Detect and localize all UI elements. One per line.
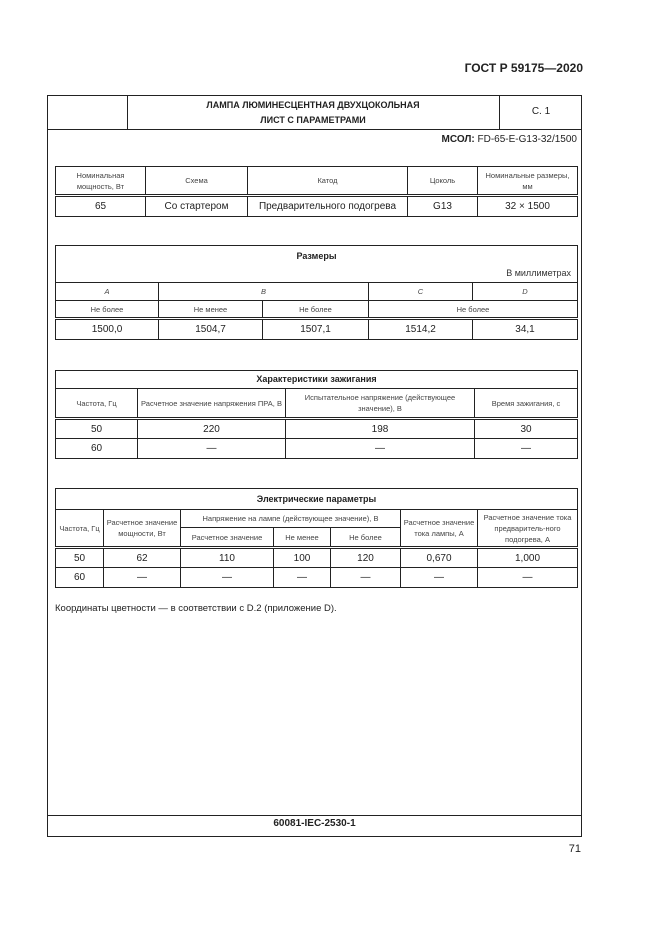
cell: 0,670	[400, 546, 478, 568]
cell: Со стартером	[145, 194, 248, 217]
cell: 1507,1	[262, 317, 369, 340]
table-title: Электрические параметры	[55, 488, 578, 510]
subheader-cell: Не менее	[273, 527, 331, 548]
header-blank-cell	[47, 95, 128, 129]
title-line-1: ЛАМПА ЛЮМИНЕСЦЕНТНАЯ ДВУХЦОКОЛЬНАЯ	[206, 100, 420, 110]
header-cell: Катод	[247, 166, 408, 196]
header-cell: Номинальные размеры, мм	[477, 166, 578, 196]
cell: —	[285, 438, 475, 459]
header-cell: Цоколь	[407, 166, 478, 196]
sheet-title: ЛАМПА ЛЮМИНЕСЦЕНТНАЯ ДВУХЦОКОЛЬНАЯ ЛИСТ С…	[127, 95, 500, 129]
cell: 60	[55, 438, 138, 459]
letter-cell: D	[472, 282, 578, 301]
cell: 120	[330, 546, 401, 568]
cell: —	[473, 438, 579, 459]
cell: —	[180, 567, 274, 588]
cell: —	[477, 567, 578, 588]
cell: —	[273, 567, 331, 588]
cell: —	[103, 567, 181, 588]
cell: 1504,7	[158, 317, 263, 340]
cell: —	[137, 438, 286, 459]
header-cell: Схема	[145, 166, 248, 196]
header-cell: Частота, Гц	[55, 388, 138, 419]
cell: 65	[55, 194, 146, 217]
page-number: 71	[568, 843, 581, 855]
limit-cell: Не менее	[158, 300, 263, 319]
subheader-cell: Не более	[330, 527, 401, 548]
cell: 32 × 1500	[477, 194, 578, 217]
mcol-value: FD-65-E-G13-32/1500	[477, 134, 578, 145]
cell: 220	[137, 417, 286, 439]
header-cell: Напряжение на лампе (действующее значени…	[180, 509, 401, 528]
mcol-designation: МСОЛ: FD-65-E-G13-32/1500	[442, 134, 577, 145]
cell: 34,1	[472, 317, 578, 340]
cell: 62	[103, 546, 181, 568]
general-table: Номинальная мощность, Вт Схема Катод Цоколь…	[55, 166, 578, 217]
cell: 198	[285, 417, 475, 439]
header-cell: Время зажигания, с	[473, 388, 579, 419]
sheet-number: С. 1	[531, 106, 551, 117]
letter-cell: C	[368, 282, 473, 301]
sheet-frame	[47, 95, 582, 837]
cell: 100	[273, 546, 331, 568]
cell: G13	[407, 194, 478, 217]
dimensions-title-cell: Размеры В миллиметрах	[55, 245, 578, 283]
cell: 50	[55, 417, 138, 439]
table-title: Размеры	[296, 251, 337, 261]
cell: 50	[55, 546, 104, 568]
header-cell: Расчетное значение тока лампы, А	[400, 509, 478, 548]
cell: Предварительного подогрева	[247, 194, 408, 217]
letter-cell: A	[55, 282, 159, 301]
electrical-table: Электрические параметры Частота, Гц Расче…	[55, 488, 578, 588]
header-cell: Частота, Гц	[55, 509, 104, 548]
cell: 30	[473, 417, 579, 439]
cell: 60	[55, 567, 104, 588]
standard-number: ГОСТ Р 59175—2020	[464, 61, 583, 75]
cell: 1,000	[477, 546, 578, 568]
footer-divider	[47, 815, 582, 816]
cell: 110	[180, 546, 274, 568]
mcol-label: МСОЛ:	[441, 134, 475, 145]
table-title: Характеристики зажигания	[54, 370, 579, 389]
sheet-header: ЛАМПА ЛЮМИНЕСЦЕНТНАЯ ДВУХЦОКОЛЬНАЯ ЛИСТ С…	[47, 95, 582, 130]
header-cell: Расчетное значение напряжения ПРА, В	[137, 388, 286, 419]
cell: 1500,0	[55, 317, 159, 340]
chromaticity-note: Координаты цветности — в соответствии с …	[55, 603, 337, 614]
ignition-table: Характеристики зажигания Частота, Гц Расч…	[54, 370, 579, 459]
header-cell: Номинальная мощность, Вт	[55, 166, 146, 196]
limit-cell: Не более	[368, 300, 578, 319]
header-cell: Испытательное напряжение (действующее зн…	[285, 388, 475, 419]
title-line-2: ЛИСТ С ПАРАМЕТРАМИ	[260, 115, 366, 125]
cell: —	[330, 567, 401, 588]
limit-cell: Не более	[55, 300, 159, 319]
cell: 1514,2	[368, 317, 473, 340]
letter-cell: B	[158, 282, 369, 301]
limit-cell: Не более	[262, 300, 369, 319]
footer-code: 60081-IEC-2530-1	[273, 818, 356, 829]
header-cell: Расчетное значение тока предваритель-ног…	[477, 509, 578, 548]
cell: —	[400, 567, 478, 588]
subheader-cell: Расчетное значение	[180, 527, 274, 548]
unit-label: В миллиметрах	[506, 268, 571, 278]
header-cell: Расчетное значение мощности, Вт	[103, 509, 181, 548]
